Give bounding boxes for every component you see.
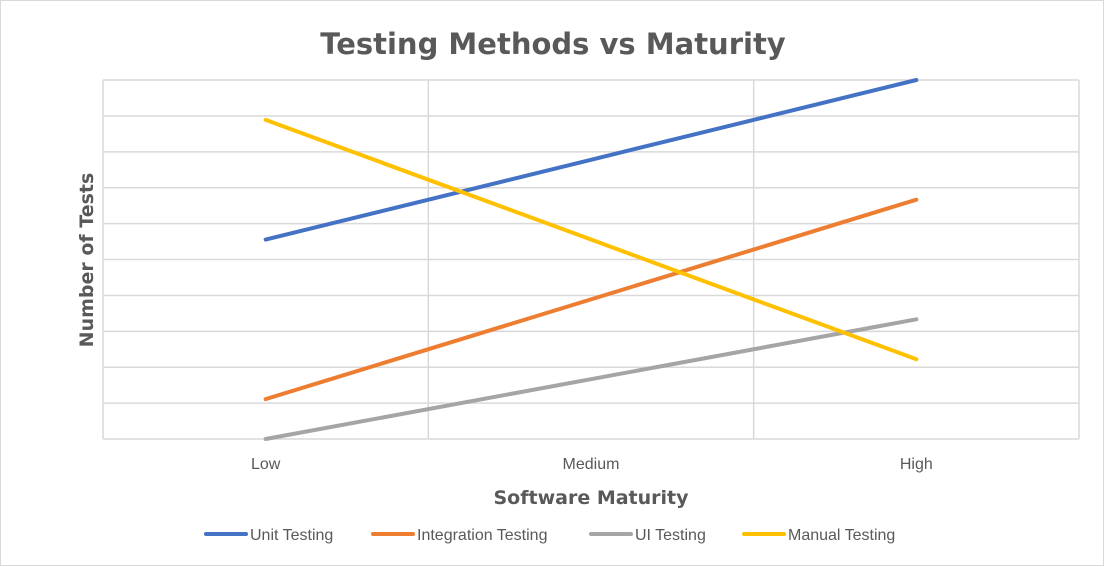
x-tick-labels: Low Medium High	[251, 456, 933, 473]
series-layer	[263, 78, 919, 441]
legend-label-ui-testing: UI Testing	[635, 527, 706, 544]
x-tick-label: Low	[251, 456, 281, 473]
series-line-integration-testing	[263, 197, 919, 402]
y-axis-title: Number of Tests	[76, 173, 98, 348]
chart-title: Testing Methods vs Maturity	[320, 27, 786, 61]
grid-layer	[102, 79, 1080, 440]
x-tick-label: Medium	[563, 456, 620, 473]
series-line-manual-testing	[263, 117, 919, 362]
legend: Unit Testing Integration Testing UI Testin…	[204, 527, 895, 544]
series-line-unit-testing	[263, 78, 919, 242]
x-tick-label: High	[900, 456, 933, 473]
legend-label-manual-testing: Manual Testing	[788, 527, 895, 544]
x-axis-title: Software Maturity	[493, 487, 689, 509]
legend-label-unit-testing: Unit Testing	[250, 527, 333, 544]
legend-label-integration-testing: Integration Testing	[417, 527, 547, 544]
series-line-ui-testing	[263, 317, 919, 441]
